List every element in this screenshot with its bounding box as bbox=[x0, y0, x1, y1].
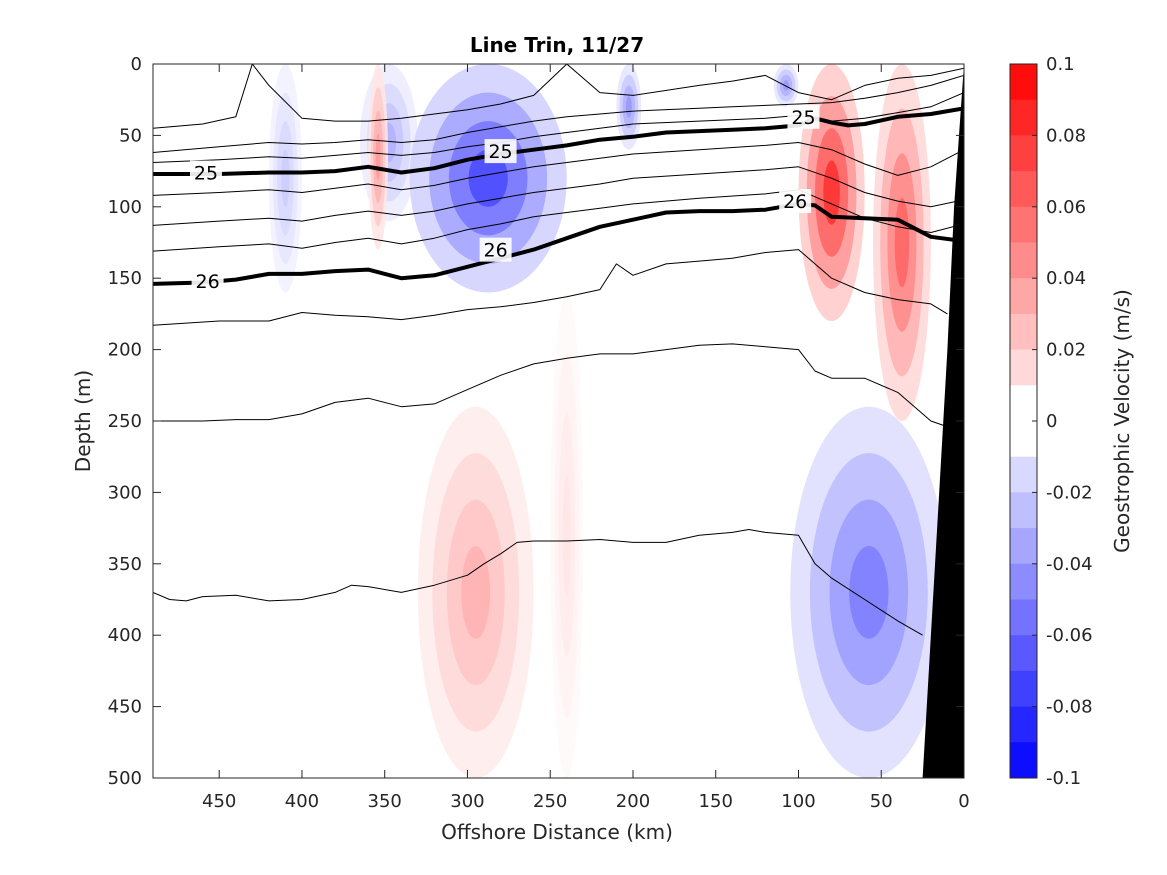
contour-labels: 25 25 25 26 26 26 bbox=[189, 104, 820, 294]
colorbar-ticks: 0.1 0.08 0.06 0.04 0.02 0 -0.02 -0.04 -0.06 -0.08… bbox=[1032, 54, 1093, 789]
colorbar bbox=[1009, 63, 1038, 779]
colorbar-tick-label: -0.04 bbox=[1046, 554, 1093, 575]
contour-label: 26 bbox=[783, 191, 807, 213]
contour-label-bg bbox=[479, 237, 512, 262]
colorbar-segment bbox=[1010, 278, 1037, 315]
colorbar-tick-label: -0.02 bbox=[1046, 482, 1093, 503]
y-axis-ticks: 0 50 100 150 200 250 300 350 400 450 500 bbox=[108, 54, 964, 789]
colorbar-tick-label: 0.04 bbox=[1046, 268, 1086, 289]
colorbar-segment bbox=[1010, 528, 1037, 565]
y-tick-label: 200 bbox=[108, 340, 142, 361]
colorbar-tick-label: -0.08 bbox=[1046, 697, 1093, 718]
colorbar-segment bbox=[1010, 64, 1037, 101]
colorbar-segment bbox=[1010, 206, 1037, 243]
y-tick-label: 300 bbox=[108, 482, 142, 503]
isopycnal-thin bbox=[153, 343, 956, 431]
contour-label-bg bbox=[787, 104, 820, 129]
seafloor-mask bbox=[922, 64, 964, 778]
colorbar-tick-label: 0.06 bbox=[1046, 197, 1086, 218]
velocity-blob bbox=[894, 197, 910, 288]
colorbar-segment bbox=[1010, 135, 1037, 172]
colorbar-segment bbox=[1010, 421, 1037, 458]
isopycnal-thin bbox=[153, 189, 964, 252]
y-tick-label: 500 bbox=[108, 768, 142, 789]
x-axis-label: Offshore Distance (km) bbox=[441, 820, 673, 844]
y-tick-label: 100 bbox=[108, 197, 142, 218]
x-tick-label: 450 bbox=[202, 791, 236, 812]
x-tick-label: 250 bbox=[533, 791, 567, 812]
colorbar-segment bbox=[1010, 706, 1037, 743]
contour-label-bg bbox=[484, 139, 517, 164]
x-tick-label: 350 bbox=[368, 791, 402, 812]
colorbar-segment bbox=[1010, 492, 1037, 529]
y-tick-label: 350 bbox=[108, 554, 142, 575]
y-tick-label: 50 bbox=[119, 125, 142, 146]
colorbar-segment bbox=[1010, 349, 1037, 386]
contour-label: 26 bbox=[196, 271, 220, 293]
colorbar-segment bbox=[1010, 385, 1037, 422]
x-tick-label: 100 bbox=[781, 791, 815, 812]
y-tick-label: 250 bbox=[108, 411, 142, 432]
x-tick-label: 50 bbox=[870, 791, 893, 812]
colorbar-tick-label: -0.1 bbox=[1046, 768, 1081, 789]
isopycnal-thin bbox=[153, 529, 923, 636]
contour-label-bg bbox=[779, 189, 812, 214]
velocity-blob bbox=[625, 96, 632, 118]
plot-area bbox=[153, 64, 964, 778]
colorbar-label: Geostrophic Velocity (m/s) bbox=[1110, 289, 1134, 553]
colorbar-segment bbox=[1010, 599, 1037, 636]
colorbar-segment bbox=[1010, 242, 1037, 279]
colorbar-segment bbox=[1010, 99, 1037, 136]
contour-label: 25 bbox=[791, 107, 815, 129]
colorbar-segment bbox=[1010, 171, 1037, 208]
x-tick-label: 200 bbox=[616, 791, 650, 812]
y-tick-label: 0 bbox=[131, 54, 142, 75]
velocity-blob bbox=[849, 545, 889, 639]
contour-label-bg bbox=[191, 269, 224, 294]
colorbar-segment bbox=[1010, 456, 1037, 493]
x-tick-label: 150 bbox=[699, 791, 733, 812]
isopycnal-thin bbox=[153, 142, 964, 196]
colorbar-tick-label: 0.02 bbox=[1046, 340, 1086, 361]
isopycnal-thin bbox=[153, 74, 964, 153]
contour-label-bg bbox=[189, 160, 222, 185]
y-tick-label: 450 bbox=[108, 697, 142, 718]
isopycnal-thin bbox=[153, 249, 948, 326]
contour-label: 25 bbox=[194, 163, 218, 185]
density-contours bbox=[153, 64, 964, 636]
velocity-blob bbox=[782, 80, 790, 91]
x-tick-label: 400 bbox=[285, 791, 319, 812]
colorbar-tick-label: 0 bbox=[1046, 411, 1057, 432]
colorbar-segment bbox=[1010, 742, 1037, 779]
contour-label: 26 bbox=[484, 240, 508, 262]
isopycnal-thin bbox=[153, 166, 964, 226]
isopycnal-thin bbox=[153, 64, 964, 129]
isopycnal-thin bbox=[153, 92, 964, 163]
colorbar-tick-label: 0.1 bbox=[1046, 54, 1075, 75]
y-axis-label: Depth (m) bbox=[71, 370, 95, 472]
colorbar-segment bbox=[1010, 670, 1037, 708]
x-tick-label: 300 bbox=[450, 791, 484, 812]
contour-label: 25 bbox=[488, 141, 512, 163]
colorbar-tick-label: -0.06 bbox=[1046, 625, 1093, 646]
chart-title: Line Trin, 11/27 bbox=[470, 33, 644, 57]
velocity-blob bbox=[461, 545, 491, 639]
velocity-blob bbox=[562, 474, 571, 596]
isopycnal-25 bbox=[153, 106, 964, 176]
colorbar-segment bbox=[1010, 313, 1037, 351]
x-axis-ticks: 450 400 350 300 250 200 150 100 50 0 bbox=[202, 64, 970, 812]
bathymetry-mask bbox=[922, 64, 964, 778]
colorbar-segment bbox=[1010, 563, 1037, 600]
velocity-blob bbox=[468, 149, 508, 207]
velocity-blob bbox=[281, 149, 290, 207]
y-tick-label: 400 bbox=[108, 625, 142, 646]
isopycnal-26 bbox=[153, 201, 964, 286]
colorbar-segment bbox=[1010, 635, 1037, 672]
x-tick-label: 0 bbox=[958, 791, 969, 812]
velocity-field bbox=[268, 64, 948, 778]
colorbar-tick-label: 0.08 bbox=[1046, 125, 1086, 146]
y-tick-label: 150 bbox=[108, 268, 142, 289]
